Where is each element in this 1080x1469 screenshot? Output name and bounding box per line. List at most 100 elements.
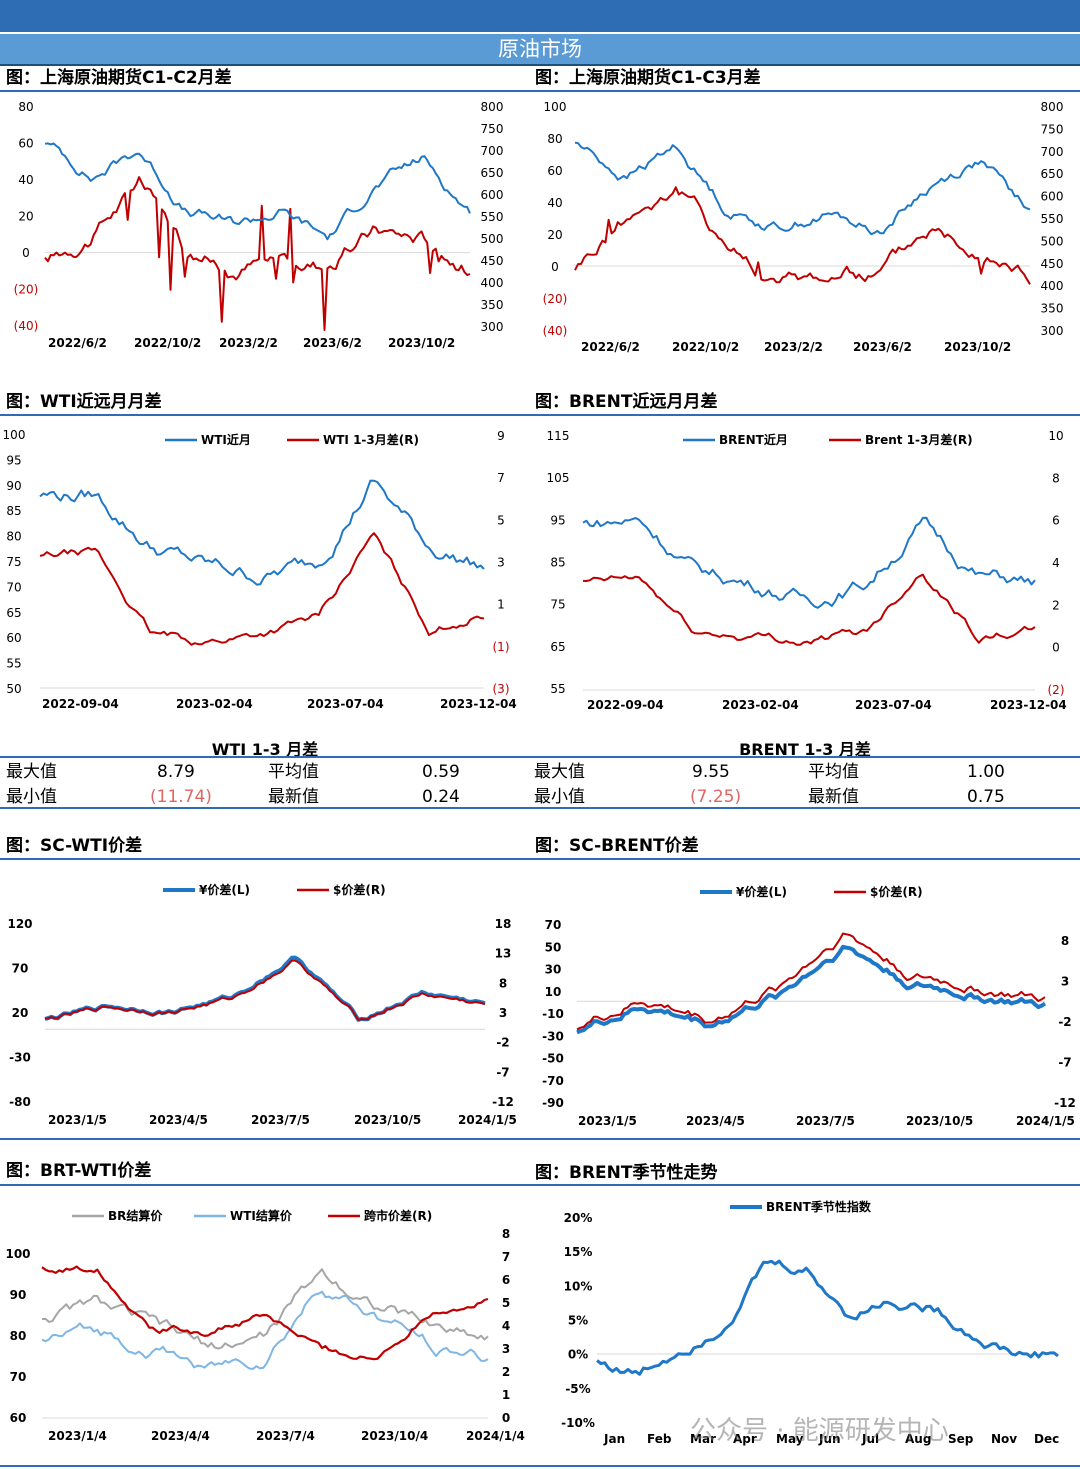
y-tick-label-left: 5% [568,1314,588,1328]
chart-title-sc-brent: 图：SC-BRENT价差 [535,836,699,856]
y-tick-label-right: 9 [497,429,505,443]
legend-label: WTI近月 [201,432,251,447]
x-tick-label: 2023/10/5 [354,1113,421,1127]
stat-label: 最新值 [268,787,319,807]
y-tick-label-right: 800 [1041,100,1064,114]
x-tick-label: Feb [647,1432,672,1446]
series-line [41,1268,489,1350]
stats-rule [0,807,1080,809]
y-tick-label-left: 100 [5,1247,30,1261]
y-tick-label-right: 5 [502,1296,510,1310]
y-tick-label-right: 2 [502,1365,510,1379]
x-tick-label: Dec [1034,1432,1059,1446]
y-tick-label-left: 90 [6,479,21,493]
y-tick-label-right: 7 [502,1250,510,1264]
y-tick-label-left: 120 [7,917,32,931]
y-tick-label-left: -5% [565,1382,590,1396]
x-tick-label: May [776,1432,804,1446]
x-tick-label: 2022/10/2 [134,336,201,350]
stats-header-brent: BRENT 1-3 月差 [739,740,871,759]
stat-value: 0.24 [422,787,460,807]
legend-label: ¥价差(L) [199,882,250,897]
legend-label: Brent 1-3月差(R) [865,432,973,447]
y-tick-label-right: -2 [1058,1015,1071,1029]
y-tick-label-left: (20) [14,283,39,297]
x-tick-label: 2023-07-04 [307,697,384,711]
y-tick-label-right: 1 [502,1388,510,1402]
x-tick-label: 2023/1/4 [48,1429,107,1443]
y-tick-label-left: 75 [6,555,21,569]
x-tick-label: 2023-07-04 [855,698,932,712]
stat-value-negative: (7.25) [690,787,742,807]
stat-label: 最新值 [808,787,859,807]
y-tick-label-right: 8 [1061,934,1069,948]
series-line [44,955,486,1022]
y-tick-label-right: 13 [495,947,512,961]
y-tick-label-right: 6 [502,1273,510,1287]
series-line [576,944,1047,1035]
title-rule [0,858,1080,860]
x-tick-label: 2023/7/4 [256,1429,315,1443]
y-tick-label-right: 8 [502,1227,510,1241]
x-tick-label: 2023/2/2 [219,336,278,350]
y-tick-label-left: 55 [6,657,21,671]
y-tick-label-left: 95 [550,513,565,527]
stat-value-negative: (11.74) [150,787,212,807]
series-line [582,516,1036,609]
y-tick-label-left: 20 [18,210,33,224]
x-tick-label: 2023/7/5 [796,1114,855,1128]
watermark: 公众号 · 能源研发中心 [690,1416,949,1446]
y-tick-label-left: 50 [545,940,562,954]
stat-label: 最大值 [6,762,57,782]
x-tick-label: 2023/4/4 [151,1429,210,1443]
chart-title-wti-spread: 图：WTI近远月月差 [6,392,162,412]
x-tick-label: 2023-12-04 [990,698,1067,712]
y-tick-label-left: 100 [3,428,26,442]
legend-label: 跨市价差(R) [364,1208,432,1223]
y-tick-label-right: 650 [481,166,504,180]
y-tick-label-left: -90 [542,1096,564,1110]
x-tick-label: 2024/1/5 [1016,1114,1075,1128]
x-tick-label: 2023/1/5 [48,1113,107,1127]
chart-title-brt-wti: 图：BRT-WTI价差 [6,1161,152,1181]
section-banner: 原油市场 [0,34,1080,66]
x-tick-label: 2023-02-04 [176,697,253,711]
stat-value: 0.75 [967,787,1005,807]
legend-label: WTI 1-3月差(R) [323,432,419,447]
x-tick-label: 2024/1/5 [458,1113,517,1127]
y-tick-label-left: (40) [14,319,39,333]
y-tick-label-left: 80 [18,100,33,114]
y-tick-label-left: 85 [6,504,21,518]
series-line [39,532,485,646]
x-tick-label: 2022/6/2 [581,340,640,354]
chart-title-brent-spread: 图：BRENT近远月月差 [535,392,718,412]
y-tick-label-left: 60 [6,631,21,645]
y-tick-label-right: 18 [495,917,512,931]
y-tick-label-left: 115 [547,429,570,443]
y-tick-label-right: 450 [1041,257,1064,271]
y-tick-label-left: 70 [545,918,562,932]
y-tick-label-right: 400 [481,276,504,290]
y-tick-label-left: -30 [542,1029,564,1043]
y-tick-label-left: 65 [6,606,21,620]
legend-label: ¥价差(L) [736,884,787,899]
x-tick-label: 2023/7/5 [251,1113,310,1127]
stat-label: 平均值 [808,762,859,782]
x-tick-label: 2023-12-04 [440,697,517,711]
y-tick-label-left: 10% [564,1279,593,1293]
y-tick-label-left: 80 [547,132,562,146]
y-tick-label-left: 65 [550,640,565,654]
y-tick-label-left: 70 [10,1370,27,1384]
section-rule [0,1138,1080,1140]
x-tick-label: Sep [948,1432,974,1446]
y-tick-label-left: 70 [12,962,29,976]
y-tick-label-left: -10% [561,1416,595,1430]
x-tick-label: 2023/10/5 [906,1114,973,1128]
y-tick-label-right: 3 [1061,975,1069,989]
y-tick-label-left: 80 [10,1329,27,1343]
x-tick-label: 2023/6/2 [853,340,912,354]
y-tick-label-left: (20) [543,292,568,306]
legend-label: BRENT季节性指数 [766,1199,872,1214]
y-tick-label-right: 5 [497,513,505,527]
y-tick-label-right: 8 [1052,471,1060,485]
